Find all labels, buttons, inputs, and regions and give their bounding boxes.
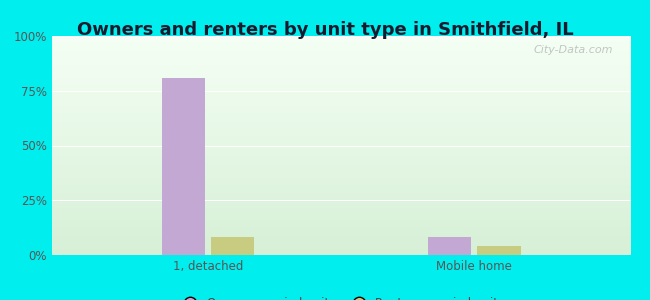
- Text: City-Data.com: City-Data.com: [534, 45, 613, 55]
- Bar: [162, 78, 205, 255]
- Text: Owners and renters by unit type in Smithfield, IL: Owners and renters by unit type in Smith…: [77, 21, 573, 39]
- Legend: Owner occupied units, Renter occupied units: Owner occupied units, Renter occupied un…: [174, 292, 509, 300]
- Bar: [211, 238, 255, 255]
- Bar: [428, 238, 471, 255]
- Bar: [477, 246, 521, 255]
